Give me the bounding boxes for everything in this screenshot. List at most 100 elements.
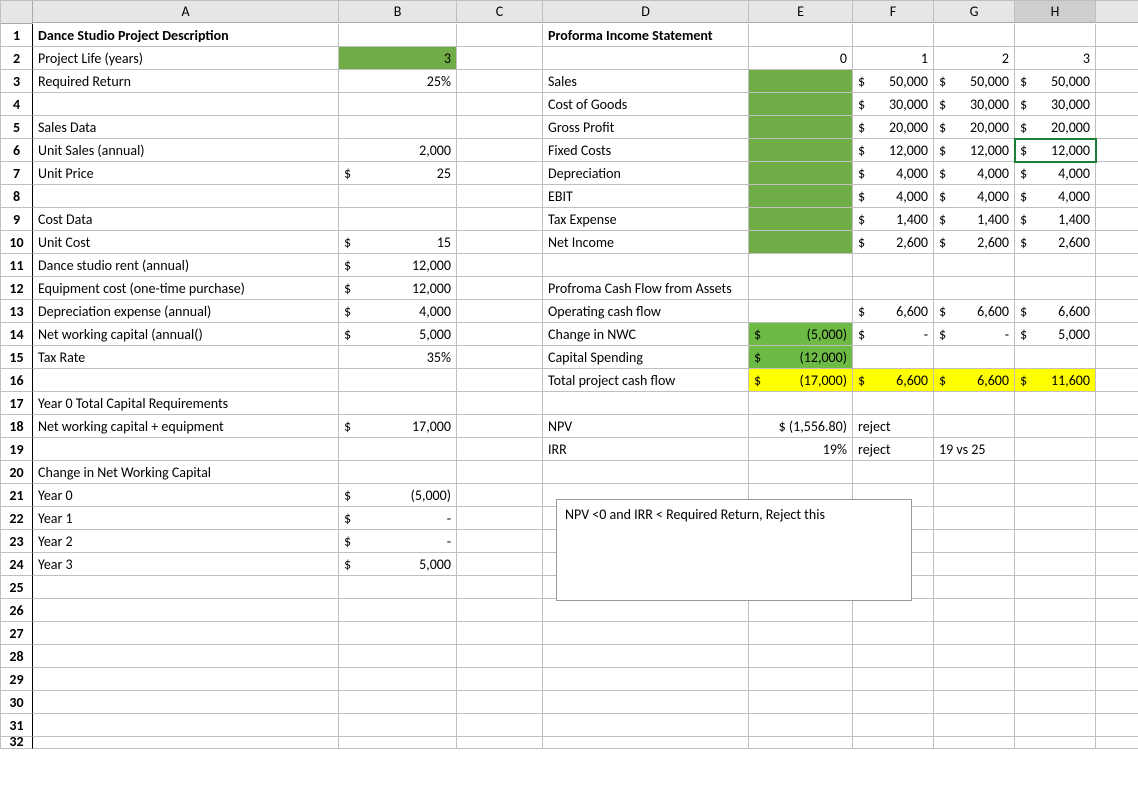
cell-B29[interactable]: [339, 668, 457, 691]
cell-E32[interactable]: [749, 737, 853, 749]
cell-H19[interactable]: [1015, 438, 1096, 461]
cell-extra-11[interactable]: [1096, 254, 1138, 277]
cell-E8[interactable]: [749, 185, 853, 208]
cell-C11[interactable]: [457, 254, 543, 277]
col-header-B[interactable]: B: [339, 1, 457, 23]
cell-B6[interactable]: 2,000: [339, 139, 457, 162]
row-header-31[interactable]: 31: [1, 714, 33, 737]
cell-E1[interactable]: [749, 24, 853, 47]
cell-D28[interactable]: [543, 645, 749, 668]
cell-A6[interactable]: Unit Sales (annual): [33, 139, 339, 162]
row-header-6[interactable]: 6: [1, 139, 33, 162]
cell-F7[interactable]: $4,000: [853, 162, 934, 185]
cell-C20[interactable]: [457, 461, 543, 484]
cell-G3[interactable]: $50,000: [934, 70, 1015, 93]
cell-G2[interactable]: 2: [934, 47, 1015, 70]
col-header-F[interactable]: F: [853, 1, 934, 23]
cell-C23[interactable]: [457, 530, 543, 553]
cell-A29[interactable]: [33, 668, 339, 691]
select-all-corner[interactable]: [1, 1, 33, 24]
cell-D1[interactable]: Proforma Income Statement: [543, 24, 749, 47]
cell-H12[interactable]: [1015, 277, 1096, 300]
cell-D29[interactable]: [543, 668, 749, 691]
cell-H23[interactable]: [1015, 530, 1096, 553]
cell-extra-24[interactable]: [1096, 553, 1138, 576]
cell-G17[interactable]: [934, 392, 1015, 415]
cell-F31[interactable]: [853, 714, 934, 737]
cell-B24[interactable]: $5,000: [339, 553, 457, 576]
cell-extra-5[interactable]: [1096, 116, 1138, 139]
row-header-5[interactable]: 5: [1, 116, 33, 139]
cell-D14[interactable]: Change in NWC: [543, 323, 749, 346]
cell-D6[interactable]: Fixed Costs: [543, 139, 749, 162]
cell-B4[interactable]: [339, 93, 457, 116]
cell-A14[interactable]: Net working capital (annual(): [33, 323, 339, 346]
row-header-2[interactable]: 2: [1, 47, 33, 70]
cell-E28[interactable]: [749, 645, 853, 668]
row-header-18[interactable]: 18: [1, 415, 33, 438]
cell-E4[interactable]: [749, 93, 853, 116]
cell-G11[interactable]: [934, 254, 1015, 277]
col-header-D[interactable]: D: [543, 1, 749, 23]
cell-extra-6[interactable]: [1096, 139, 1138, 162]
col-header-extra[interactable]: [1096, 1, 1138, 23]
cell-F29[interactable]: [853, 668, 934, 691]
cell-B15[interactable]: 35%: [339, 346, 457, 369]
cell-D4[interactable]: Cost of Goods: [543, 93, 749, 116]
cell-A1[interactable]: Dance Studio Project Description: [33, 24, 339, 47]
cell-extra-13[interactable]: [1096, 300, 1138, 323]
cell-D26[interactable]: [543, 599, 749, 622]
cell-H7[interactable]: $4,000: [1015, 162, 1096, 185]
cell-F30[interactable]: [853, 691, 934, 714]
cell-G18[interactable]: [934, 415, 1015, 438]
cell-D31[interactable]: [543, 714, 749, 737]
cell-C12[interactable]: [457, 277, 543, 300]
cell-G12[interactable]: [934, 277, 1015, 300]
cell-extra-9[interactable]: [1096, 208, 1138, 231]
cell-D17[interactable]: [543, 392, 749, 415]
cell-B9[interactable]: [339, 208, 457, 231]
cell-B30[interactable]: [339, 691, 457, 714]
cell-extra-29[interactable]: [1096, 668, 1138, 691]
cell-G23[interactable]: [934, 530, 1015, 553]
cell-G16[interactable]: $6,600: [934, 369, 1015, 392]
cell-A13[interactable]: Depreciation expense (annual): [33, 300, 339, 323]
cell-G31[interactable]: [934, 714, 1015, 737]
cell-B2[interactable]: 3: [339, 47, 457, 70]
row-header-14[interactable]: 14: [1, 323, 33, 346]
cell-H31[interactable]: [1015, 714, 1096, 737]
cell-H22[interactable]: [1015, 507, 1096, 530]
cell-C29[interactable]: [457, 668, 543, 691]
cell-extra-12[interactable]: [1096, 277, 1138, 300]
cell-F18[interactable]: reject: [853, 415, 934, 438]
cell-E10[interactable]: [749, 231, 853, 254]
cell-A31[interactable]: [33, 714, 339, 737]
row-header-26[interactable]: 26: [1, 599, 33, 622]
cell-D8[interactable]: EBIT: [543, 185, 749, 208]
cell-B23[interactable]: $-: [339, 530, 457, 553]
cell-D20[interactable]: [543, 461, 749, 484]
cell-G5[interactable]: $20,000: [934, 116, 1015, 139]
cell-A17[interactable]: Year 0 Total Capital Requirements: [33, 392, 339, 415]
cell-B10[interactable]: $15: [339, 231, 457, 254]
cell-C1[interactable]: [457, 24, 543, 47]
cell-F32[interactable]: [853, 737, 934, 749]
cell-C15[interactable]: [457, 346, 543, 369]
cell-H11[interactable]: [1015, 254, 1096, 277]
cell-A5[interactable]: Sales Data: [33, 116, 339, 139]
cell-C22[interactable]: [457, 507, 543, 530]
cell-G26[interactable]: [934, 599, 1015, 622]
cell-A28[interactable]: [33, 645, 339, 668]
cell-extra-15[interactable]: [1096, 346, 1138, 369]
row-header-30[interactable]: 30: [1, 691, 33, 714]
cell-extra-1[interactable]: [1096, 24, 1138, 47]
row-header-29[interactable]: 29: [1, 668, 33, 691]
cell-D27[interactable]: [543, 622, 749, 645]
cell-E29[interactable]: [749, 668, 853, 691]
cell-F4[interactable]: $30,000: [853, 93, 934, 116]
cell-E12[interactable]: [749, 277, 853, 300]
cell-G20[interactable]: [934, 461, 1015, 484]
cell-F27[interactable]: [853, 622, 934, 645]
cell-H29[interactable]: [1015, 668, 1096, 691]
row-header-20[interactable]: 20: [1, 461, 33, 484]
